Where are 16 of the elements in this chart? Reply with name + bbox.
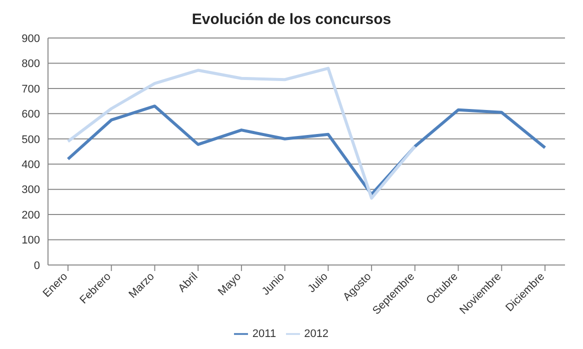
y-tick-label: 700 — [22, 83, 40, 96]
y-tick-label: 500 — [22, 134, 40, 146]
y-tick-label: 100 — [22, 234, 40, 247]
line-series — [66, 104, 546, 196]
line-series — [66, 66, 416, 200]
x-tick-label: Julio — [306, 270, 330, 296]
y-tick-label: 400 — [22, 159, 40, 172]
y-tick-label: 200 — [22, 209, 40, 222]
y-tick-label: 800 — [22, 58, 40, 70]
legend-label: 2011 — [252, 328, 276, 340]
legend-label: 2012 — [304, 328, 329, 340]
y-tick-label: 300 — [22, 184, 40, 196]
y-tick-label: 600 — [22, 108, 40, 121]
y-tick-label: 900 — [22, 32, 40, 45]
y-tick-label: 0 — [34, 260, 40, 272]
chart-title: Evolución de los concursos — [190, 10, 392, 30]
